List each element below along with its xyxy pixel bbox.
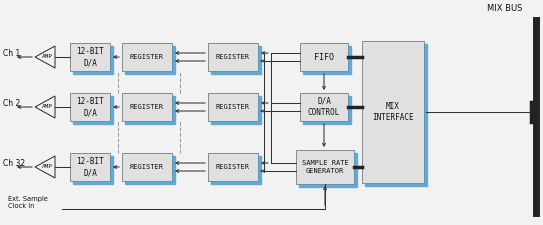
Text: 12-BIT
D/A: 12-BIT D/A	[76, 47, 104, 67]
Text: D/A
CONTROL: D/A CONTROL	[308, 97, 340, 117]
Text: Ch 32: Ch 32	[3, 160, 25, 169]
Bar	[73, 95, 112, 124]
Text: REGISTER: REGISTER	[216, 104, 250, 110]
Bar	[362, 41, 424, 183]
Text: 12-BIT
D/A: 12-BIT D/A	[76, 157, 104, 177]
Bar	[70, 43, 110, 71]
Bar	[208, 93, 258, 121]
Bar	[124, 45, 174, 74]
Bar	[211, 95, 261, 124]
Text: AMP: AMP	[42, 54, 53, 59]
Bar	[73, 45, 112, 74]
Bar	[73, 155, 112, 184]
Bar	[299, 153, 357, 187]
Bar	[208, 43, 258, 71]
Text: REGISTER: REGISTER	[130, 104, 164, 110]
Text: AMP: AMP	[42, 164, 53, 169]
Text: AMP: AMP	[42, 104, 53, 110]
Text: Ch 2: Ch 2	[3, 99, 20, 108]
Text: MIX
INTERFACE: MIX INTERFACE	[372, 102, 414, 122]
Text: SAMPLE RATE
GENERATOR: SAMPLE RATE GENERATOR	[301, 160, 349, 174]
Bar	[122, 43, 172, 71]
Text: Ext. Sample
Clock In: Ext. Sample Clock In	[8, 196, 48, 209]
Bar	[302, 95, 350, 124]
Bar	[300, 93, 348, 121]
Bar	[70, 93, 110, 121]
Text: REGISTER: REGISTER	[216, 54, 250, 60]
Bar	[122, 153, 172, 181]
Text: Ch 1: Ch 1	[3, 50, 20, 58]
Text: MIX BUS: MIX BUS	[487, 4, 523, 13]
Bar	[70, 153, 110, 181]
Bar	[122, 93, 172, 121]
Bar	[296, 150, 354, 184]
Bar	[302, 45, 350, 74]
Bar	[208, 153, 258, 181]
Bar	[211, 45, 261, 74]
Text: REGISTER: REGISTER	[130, 164, 164, 170]
Text: FIFO: FIFO	[314, 52, 334, 61]
Text: REGISTER: REGISTER	[130, 54, 164, 60]
Text: 12-BIT
D/A: 12-BIT D/A	[76, 97, 104, 117]
Bar	[124, 95, 174, 124]
Bar	[124, 155, 174, 184]
Bar	[211, 155, 261, 184]
Bar	[300, 43, 348, 71]
Text: REGISTER: REGISTER	[216, 164, 250, 170]
Bar	[364, 43, 426, 185]
